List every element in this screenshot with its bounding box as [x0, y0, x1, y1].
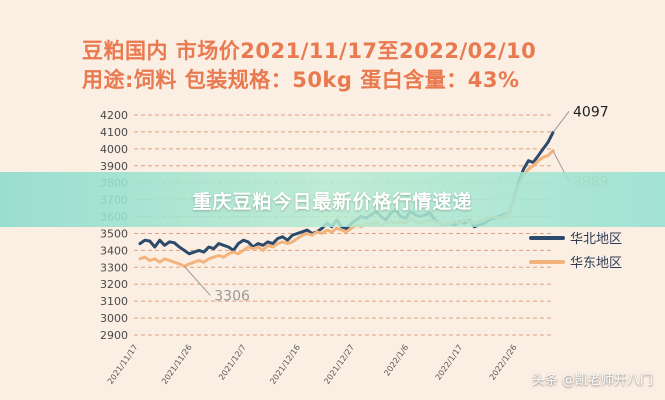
y-tick-label: 3300	[100, 261, 128, 274]
x-tick-label: 2022/1/17	[434, 343, 465, 382]
annotation-leader	[183, 265, 211, 296]
y-tick-label: 3400	[100, 244, 128, 257]
legend-label: 华东地区	[570, 256, 622, 271]
x-tick-label: 2022/1/6	[382, 343, 410, 378]
y-tick-label: 4100	[100, 126, 128, 139]
y-tick-label: 3900	[100, 160, 128, 173]
chart-title: 豆粕国内 市场价2021/11/17至2022/02/10	[82, 39, 537, 63]
y-tick-label: 3200	[100, 278, 128, 291]
watermark-text: 头条 @凯老师开八门	[531, 373, 653, 388]
x-tick-label: 2021/12/7	[217, 343, 248, 382]
annotation-leader	[552, 111, 570, 133]
x-axis-ticks: 2021/11/17 2021/11/26 2021/12/7 2021/12/16 2…	[106, 343, 519, 386]
y-tick-label: 3100	[100, 295, 128, 308]
y-tick-label: 3500	[100, 227, 128, 240]
y-tick-label: 3000	[100, 312, 128, 325]
y-tick-label: 4000	[100, 143, 128, 156]
x-tick-label: 2021/11/26	[160, 343, 194, 386]
legend-label: 华北地区	[570, 232, 622, 247]
x-tick-label: 2021/11/17	[106, 343, 140, 386]
x-tick-label: 2021/12/27	[322, 343, 356, 386]
annotation-label: 3306	[214, 288, 250, 304]
banner-title: 重庆豆粕今日最新价格行情速递	[192, 191, 473, 213]
x-tick-label: 2021/12/16	[268, 343, 302, 386]
chart-subtitle: 用途:饲料 包装规格：50kg 蛋白含量：43%	[82, 68, 520, 92]
banner-overlay	[0, 172, 665, 227]
y-tick-label: 2900	[100, 329, 128, 342]
annotation-label: 4097	[573, 104, 609, 120]
x-tick-label: 2022/1/26	[488, 343, 519, 382]
y-tick-label: 4200	[100, 109, 128, 122]
